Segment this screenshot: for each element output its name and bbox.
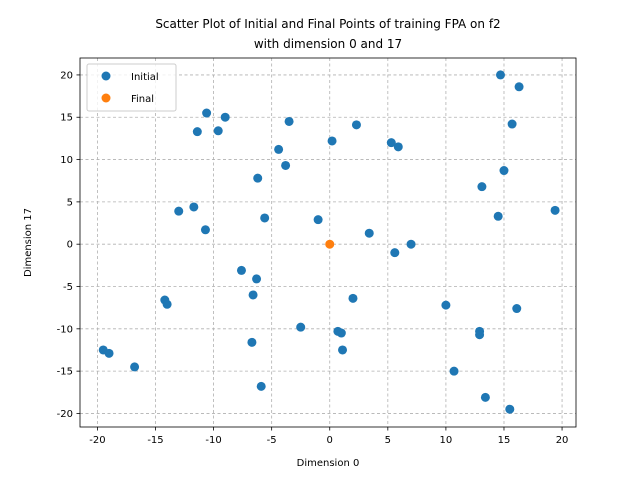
point-initial (174, 206, 184, 216)
legend-marker-final (101, 93, 111, 103)
grid-lines (80, 58, 576, 427)
point-initial (364, 228, 374, 238)
point-initial (213, 126, 223, 136)
y-tick-label: -20 (57, 409, 73, 420)
plot-frame (79, 57, 577, 428)
point-initial (512, 304, 522, 314)
legend-label-initial: Initial (131, 72, 159, 83)
point-initial (393, 142, 403, 152)
point-initial (192, 127, 202, 137)
point-initial (441, 300, 451, 310)
y-tick-label: 10 (60, 155, 73, 166)
y-tick-label: 15 (60, 113, 73, 124)
point-initial (475, 330, 485, 340)
point-initial (274, 144, 284, 154)
point-initial (200, 225, 210, 235)
point-initial (260, 213, 270, 223)
x-axis-label: Dimension 0 (297, 458, 360, 469)
point-initial (189, 202, 199, 212)
axis-ticks: -20 -15 -10 -5 0 5 10 15 20 -20 -15 -10 -5 0 5 10 15 20 (57, 70, 569, 446)
x-tick-label: 15 (498, 435, 511, 446)
point-initial (248, 290, 258, 300)
y-tick-label: -10 (57, 324, 73, 335)
point-initial (390, 248, 400, 258)
point-initial (336, 328, 346, 338)
point-initial (104, 348, 114, 358)
legend-marker-initial (101, 71, 111, 81)
legend: Initial Final (86, 63, 177, 112)
point-initial (220, 112, 230, 122)
point-initial (495, 70, 505, 80)
point-initial (236, 265, 246, 275)
point-initial (499, 166, 509, 176)
point-final (325, 239, 335, 249)
point-initial (449, 366, 459, 376)
point-initial (130, 362, 140, 372)
point-initial (202, 108, 212, 118)
point-initial (252, 274, 262, 284)
y-axis-label: Dimension 17 (23, 208, 34, 277)
y-tick-label: 20 (60, 70, 73, 81)
data-points (98, 70, 560, 414)
point-initial (338, 345, 348, 355)
point-initial (386, 138, 396, 148)
x-tick-label: -5 (267, 435, 277, 446)
point-initial (327, 136, 337, 146)
y-tick-label: -5 (63, 282, 73, 293)
point-initial (296, 322, 306, 332)
point-initial (348, 293, 358, 303)
legend-label-final: Final (131, 94, 154, 105)
point-initial (406, 239, 416, 249)
x-tick-label: 10 (440, 435, 453, 446)
point-initial (162, 299, 172, 309)
x-tick-label: 5 (385, 435, 391, 446)
point-initial (256, 381, 266, 391)
chart-title-line-2: with dimension 0 and 17 (254, 37, 402, 51)
point-initial (281, 160, 291, 170)
point-initial (493, 211, 503, 221)
point-initial (313, 215, 323, 225)
x-tick-label: -10 (205, 435, 221, 446)
y-tick-label: 5 (67, 197, 73, 208)
point-initial (514, 82, 524, 92)
x-tick-label: -20 (89, 435, 105, 446)
point-initial (477, 182, 487, 192)
point-initial (284, 116, 294, 126)
x-tick-label: 20 (556, 435, 569, 446)
point-initial (247, 337, 257, 347)
x-tick-label: -15 (147, 435, 163, 446)
point-initial (550, 205, 560, 215)
y-tick-label: -15 (57, 367, 73, 378)
point-initial (351, 120, 361, 130)
point-initial (505, 404, 515, 414)
point-initial (507, 119, 517, 129)
chart-title-line-1: Scatter Plot of Initial and Final Points… (155, 17, 500, 31)
y-tick-label: 0 (67, 240, 73, 251)
point-initial (480, 392, 490, 402)
point-initial (253, 173, 263, 183)
x-tick-label: 0 (327, 435, 333, 446)
